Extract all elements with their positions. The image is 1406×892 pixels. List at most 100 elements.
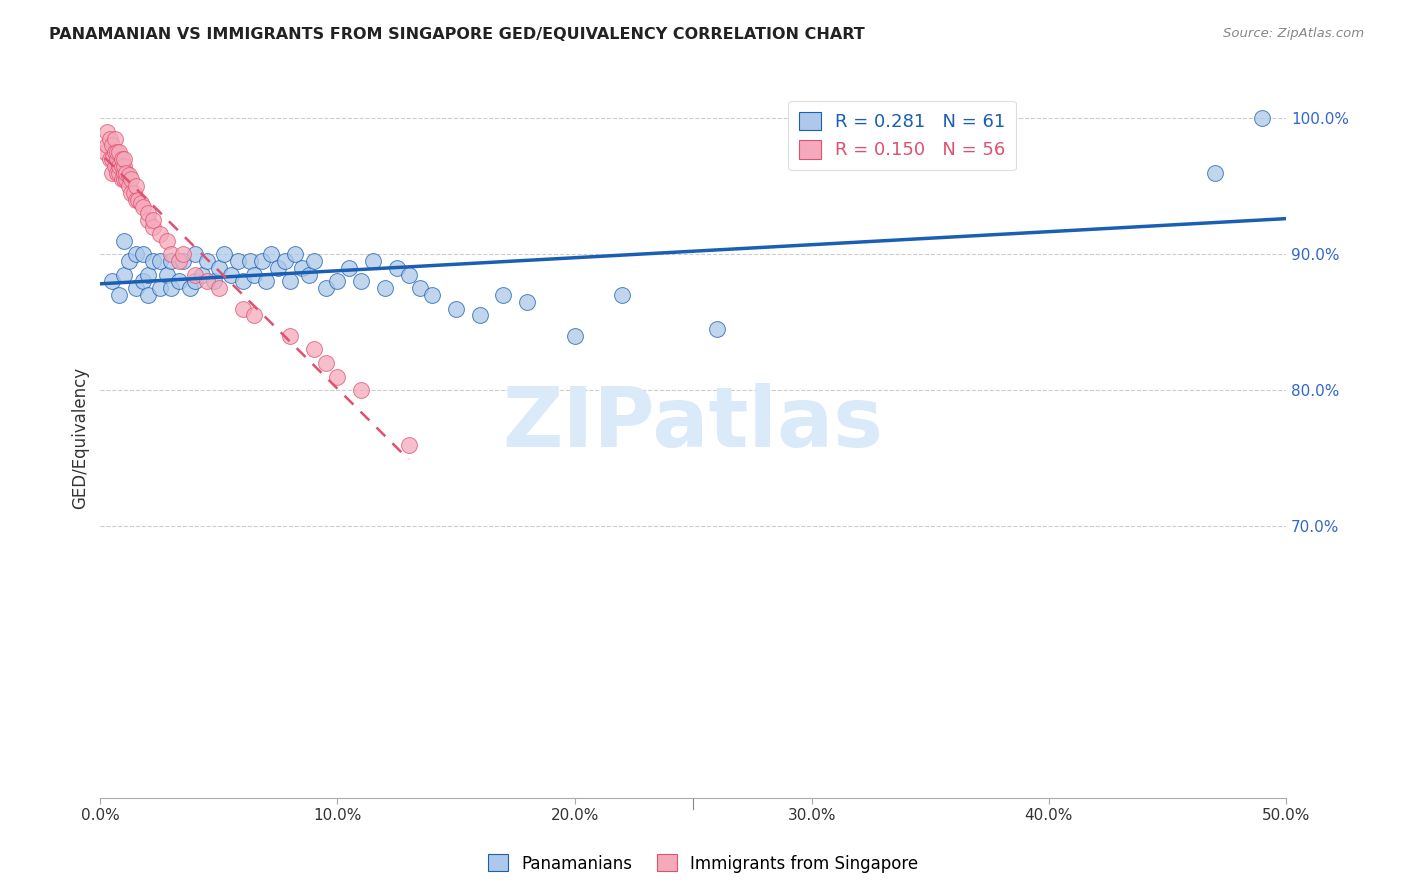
Point — [243, 309, 266, 323]
Point — [315, 356, 337, 370]
Point — [184, 274, 207, 288]
Point — [112, 172, 135, 186]
Point — [184, 268, 207, 282]
Point — [232, 301, 254, 316]
Point — [101, 138, 124, 153]
Point — [112, 152, 135, 166]
Point — [149, 281, 172, 295]
Text: ZIPatlas: ZIPatlas — [503, 383, 883, 464]
Point — [129, 195, 152, 210]
Point — [156, 234, 179, 248]
Point — [141, 219, 163, 234]
Point — [127, 193, 149, 207]
Point — [132, 247, 155, 261]
Point — [184, 247, 207, 261]
Point — [284, 247, 307, 261]
Point — [172, 254, 194, 268]
Point — [179, 281, 201, 295]
Point — [239, 254, 262, 268]
Point — [167, 254, 190, 268]
Point — [260, 247, 283, 261]
Point — [160, 281, 183, 295]
Point — [212, 247, 235, 261]
Point — [125, 179, 148, 194]
Point — [108, 166, 131, 180]
Point — [302, 343, 325, 357]
Point — [120, 172, 142, 186]
Point — [118, 254, 141, 268]
Point — [101, 274, 124, 288]
Y-axis label: GED/Equivalency: GED/Equivalency — [72, 367, 89, 508]
Point — [208, 281, 231, 295]
Point — [105, 145, 128, 160]
Point — [112, 268, 135, 282]
Point — [132, 200, 155, 214]
Point — [267, 260, 290, 275]
Point — [108, 159, 131, 173]
Point — [103, 145, 125, 160]
Point — [243, 268, 266, 282]
Legend: R = 0.281   N = 61, R = 0.150   N = 56: R = 0.281 N = 61, R = 0.150 N = 56 — [789, 101, 1017, 170]
Point — [361, 254, 384, 268]
Point — [120, 186, 142, 200]
Text: PANAMANIAN VS IMMIGRANTS FROM SINGAPORE GED/EQUIVALENCY CORRELATION CHART: PANAMANIAN VS IMMIGRANTS FROM SINGAPORE … — [49, 27, 865, 42]
Point — [156, 268, 179, 282]
Point — [254, 274, 277, 288]
Point — [125, 247, 148, 261]
Point — [141, 213, 163, 227]
Point — [101, 166, 124, 180]
Point — [103, 131, 125, 145]
Point — [398, 268, 420, 282]
Point — [103, 159, 125, 173]
Point — [516, 294, 538, 309]
Point — [136, 288, 159, 302]
Point — [111, 152, 134, 166]
Point — [96, 138, 118, 153]
Point — [112, 166, 135, 180]
Point — [98, 152, 121, 166]
Point — [149, 254, 172, 268]
Point — [444, 301, 467, 316]
Point — [350, 274, 373, 288]
Point — [278, 328, 301, 343]
Point — [105, 152, 128, 166]
Point — [96, 125, 118, 139]
Point — [118, 179, 141, 194]
Point — [250, 254, 273, 268]
Point — [108, 288, 131, 302]
Point — [610, 288, 633, 302]
Point — [398, 437, 420, 451]
Point — [278, 274, 301, 288]
Point — [172, 247, 194, 261]
Point — [132, 274, 155, 288]
Point — [94, 145, 117, 160]
Point — [420, 288, 443, 302]
Point — [191, 268, 214, 282]
Point — [136, 206, 159, 220]
Point — [350, 383, 373, 397]
Point — [337, 260, 360, 275]
Point — [160, 247, 183, 261]
Point — [315, 281, 337, 295]
Point — [232, 274, 254, 288]
Point — [219, 268, 242, 282]
Point — [105, 166, 128, 180]
Point — [298, 268, 321, 282]
Point — [136, 268, 159, 282]
Point — [101, 152, 124, 166]
Point — [108, 145, 131, 160]
Point — [115, 166, 138, 180]
Point — [149, 227, 172, 241]
Legend: Panamanians, Immigrants from Singapore: Panamanians, Immigrants from Singapore — [481, 847, 925, 880]
Point — [195, 274, 218, 288]
Point — [125, 281, 148, 295]
Point — [141, 254, 163, 268]
Point — [202, 274, 225, 288]
Point — [111, 172, 134, 186]
Point — [111, 159, 134, 173]
Point — [115, 172, 138, 186]
Point — [167, 274, 190, 288]
Point — [98, 131, 121, 145]
Point — [385, 260, 408, 275]
Point — [374, 281, 396, 295]
